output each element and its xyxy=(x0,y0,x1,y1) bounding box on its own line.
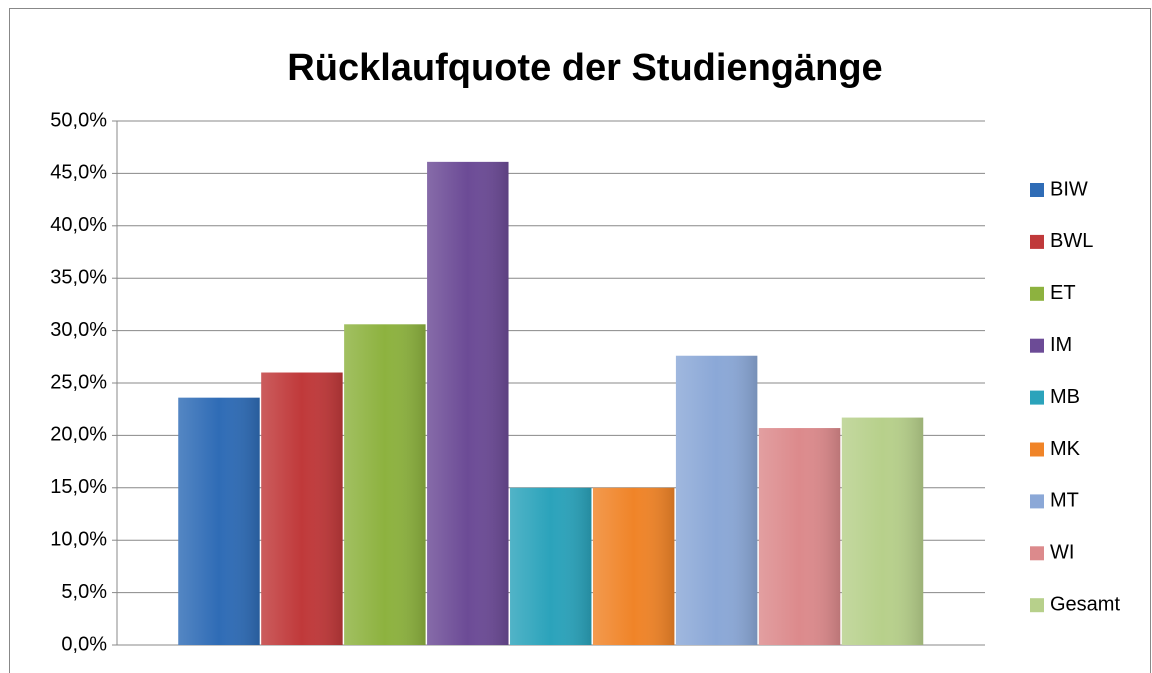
y-tick-label: 5,0% xyxy=(61,581,107,603)
legend-label: IM xyxy=(1050,334,1072,356)
chart-title: Rücklaufquote der Studiengänge xyxy=(287,47,882,89)
legend-swatch xyxy=(1030,183,1044,197)
y-tick-label: 25,0% xyxy=(50,371,107,393)
bar-shade xyxy=(758,428,841,645)
y-tick-label: 15,0% xyxy=(50,476,107,498)
legend-swatch xyxy=(1030,390,1044,405)
bar-shade xyxy=(261,372,343,645)
legend-label: BWL xyxy=(1050,230,1093,252)
y-tick-label: 10,0% xyxy=(50,528,107,550)
legend-label: Gesamt xyxy=(1050,593,1120,615)
y-tick-label: 20,0% xyxy=(50,424,107,446)
legend-label: BIW xyxy=(1050,178,1088,200)
y-tick-label: 50,0% xyxy=(50,109,107,131)
bar-shade xyxy=(178,397,260,645)
bar-shade xyxy=(592,487,675,645)
legend-label: WI xyxy=(1050,542,1074,564)
legend-label: MT xyxy=(1050,490,1079,512)
legend-swatch xyxy=(1030,442,1044,457)
y-tick-label: 0,0% xyxy=(61,633,107,655)
bar-shade xyxy=(344,324,426,645)
bar-shade xyxy=(841,417,924,645)
legend-label: MK xyxy=(1050,438,1081,460)
legend-label: MB xyxy=(1050,386,1080,408)
legend-swatch xyxy=(1030,234,1044,249)
legend-swatch xyxy=(1030,598,1044,613)
y-tick-label: 30,0% xyxy=(50,319,107,341)
y-tick-label: 35,0% xyxy=(50,266,107,288)
legend-swatch xyxy=(1030,546,1044,561)
bar-shade xyxy=(510,487,592,645)
y-tick-label: 45,0% xyxy=(50,162,107,184)
bar-shade xyxy=(427,161,509,645)
legend-swatch xyxy=(1030,494,1044,509)
legend-swatch xyxy=(1030,338,1044,353)
legend-swatch xyxy=(1030,286,1044,301)
legend-label: ET xyxy=(1050,282,1076,304)
y-tick-label: 40,0% xyxy=(50,214,107,236)
bar-shade xyxy=(675,355,758,645)
